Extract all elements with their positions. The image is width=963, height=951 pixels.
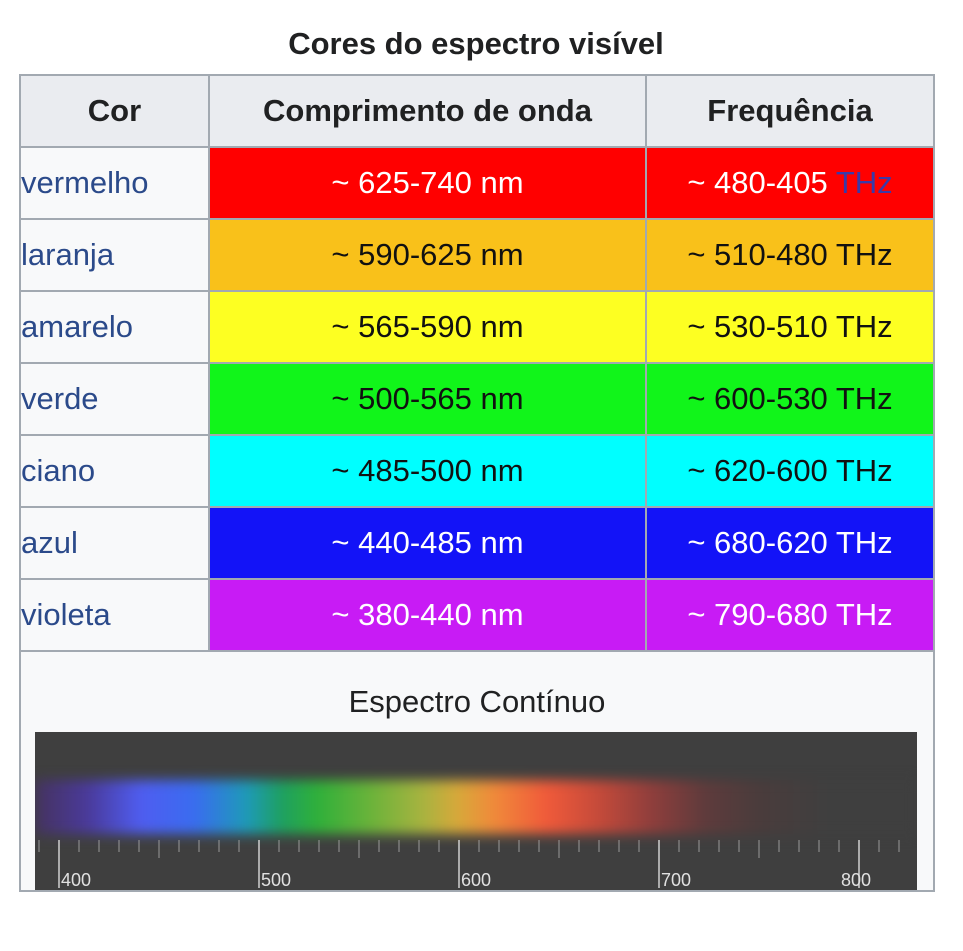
frequency-cell: ~ 510-480 THz [645,218,935,292]
frequency-unit: THz [835,453,893,488]
table-row: violeta ~ 380-440 nm ~ 790-680 THz [19,578,935,652]
color-name-cell: amarelo [19,290,210,364]
scale-label: 700 [661,870,692,890]
table-row: amarelo ~ 565-590 nm ~ 530-510 THz [19,290,935,364]
spectrum-scale [38,840,900,888]
table-row: laranja ~ 590-625 nm ~ 510-480 THz [19,218,935,292]
wavelength-cell: ~ 565-590 nm [208,290,647,364]
color-name-link[interactable]: laranja [21,237,115,272]
spectrum-cell: Espectro Contínuo 400 500 600 700 800 [19,650,935,892]
frequency-value: ~ 480-405 [687,165,828,200]
color-name-cell: ciano [19,434,210,508]
frequency-unit: THz [835,309,893,344]
scale-label: 400 [61,870,92,890]
table-caption: Cores do espectro visível [288,26,664,61]
color-name-link[interactable]: ciano [21,453,96,488]
table-row: verde ~ 500-565 nm ~ 600-530 THz [19,362,935,436]
frequency-cell: ~ 680-620 THz [645,506,935,580]
frequency-cell: ~ 480-405 THz [645,146,935,220]
frequency-value: ~ 530-510 [687,309,828,344]
color-name-link[interactable]: vermelho [21,165,149,200]
frequency-value: ~ 620-600 [687,453,828,488]
table-row: azul ~ 440-485 nm ~ 680-620 THz [19,506,935,580]
header-comprimento: Comprimento de onda [208,74,647,148]
color-name-link[interactable]: azul [21,525,78,560]
scale-label: 800 [841,870,872,890]
header-frequencia: Frequência [645,74,935,148]
spectrum-table: Cor Comprimento de onda Frequência verme… [19,74,935,892]
color-name-link[interactable]: violeta [21,597,111,632]
scale-label: 600 [461,870,492,890]
spectrum-title: Espectro Contínuo [348,684,606,719]
table-row: ciano ~ 485-500 nm ~ 620-600 THz [19,434,935,508]
continuous-spectrum-image: 400 500 600 700 800 [35,732,917,890]
frequency-value: ~ 600-530 [687,381,828,416]
color-name-cell: violeta [19,578,210,652]
header-row: Cor Comprimento de onda Frequência [19,74,935,148]
spectrum-gradient [35,780,917,834]
frequency-cell: ~ 620-600 THz [645,434,935,508]
header-cor: Cor [19,74,210,148]
wavelength-cell: ~ 440-485 nm [208,506,647,580]
wavelength-cell: ~ 625-740 nm [208,146,647,220]
table-row: vermelho ~ 625-740 nm ~ 480-405 THz [19,146,935,220]
frequency-unit: THz [835,381,893,416]
frequency-value: ~ 510-480 [687,237,828,272]
wavelength-cell: ~ 380-440 nm [208,578,647,652]
spectrum-row: Espectro Contínuo 400 500 600 700 800 [19,650,935,892]
frequency-unit: THz [835,525,893,560]
frequency-cell: ~ 600-530 THz [645,362,935,436]
wavelength-cell: ~ 500-565 nm [208,362,647,436]
frequency-cell: ~ 530-510 THz [645,290,935,364]
wavelength-cell: ~ 590-625 nm [208,218,647,292]
color-name-link[interactable]: amarelo [21,309,133,344]
scale-label: 500 [261,870,292,890]
color-name-cell: laranja [19,218,210,292]
color-name-cell: verde [19,362,210,436]
frequency-value: ~ 790-680 [687,597,828,632]
frequency-unit: THz [835,597,893,632]
frequency-unit: THz [835,237,893,272]
color-name-link[interactable]: verde [21,381,99,416]
color-name-cell: azul [19,506,210,580]
wavelength-cell: ~ 485-500 nm [208,434,647,508]
frequency-cell: ~ 790-680 THz [645,578,935,652]
frequency-unit[interactable]: THz [835,165,893,200]
color-name-cell: vermelho [19,146,210,220]
frequency-value: ~ 680-620 [687,525,828,560]
